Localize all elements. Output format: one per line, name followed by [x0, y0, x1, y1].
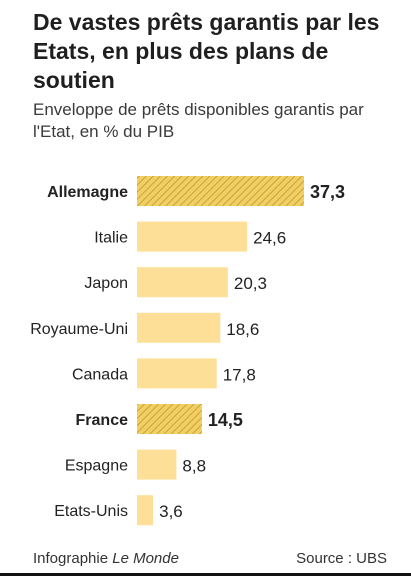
credit-prefix: Infographie: [33, 550, 109, 567]
credit: Infographie Le Monde: [33, 550, 179, 567]
bottom-rule: [0, 573, 411, 576]
bar: [137, 267, 228, 298]
category-label: Canada: [72, 366, 128, 383]
value-label: 20,3: [234, 274, 267, 293]
category-label: Etats-Unis: [54, 503, 128, 520]
chart-subtitle: Enveloppe de prêts disponibles garantis …: [33, 100, 364, 141]
category-label: Allemagne: [47, 184, 128, 201]
category-label: Royaume-Uni: [30, 321, 128, 338]
value-label: 3,6: [159, 502, 183, 521]
bar: [137, 312, 221, 343]
bar: [137, 221, 248, 252]
category-label: Espagne: [65, 458, 128, 475]
category-label: Italie: [94, 230, 128, 247]
value-label: 17,8: [223, 365, 256, 384]
bar-chart: Allemagne 37,3 Italie 24,6 Japon 20,3 Royaume-…: [30, 176, 345, 526]
category-label: France: [76, 412, 129, 429]
bar: [137, 358, 217, 389]
chart-title: De vastes prêts garantis par les Etats, …: [33, 9, 380, 93]
value-label: 37,3: [310, 182, 345, 202]
value-label: 8,8: [182, 457, 206, 476]
category-label: Japon: [84, 275, 128, 292]
credit-brand: Le Monde: [112, 550, 179, 567]
bar: [137, 495, 154, 526]
footer: Infographie Le Monde Source : UBS: [33, 550, 387, 567]
value-label: 24,6: [253, 229, 286, 248]
bar: [137, 404, 202, 434]
value-label: 14,5: [208, 410, 243, 430]
bar: [137, 449, 177, 480]
bar: [137, 176, 304, 206]
value-label: 18,6: [226, 320, 259, 339]
source-note: Source : UBS: [296, 550, 387, 567]
